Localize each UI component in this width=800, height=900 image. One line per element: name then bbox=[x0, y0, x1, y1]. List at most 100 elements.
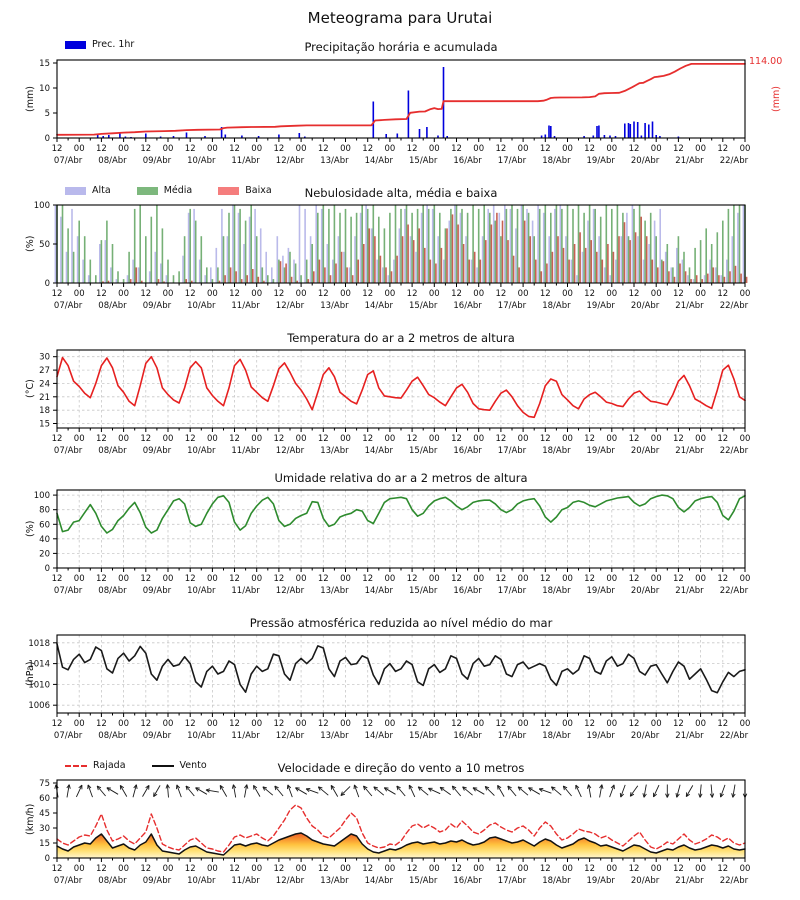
svg-text:10/Abr: 10/Abr bbox=[187, 876, 216, 886]
svg-text:21/Abr: 21/Abr bbox=[675, 586, 704, 596]
svg-text:5: 5 bbox=[45, 109, 50, 119]
svg-text:16/Abr: 16/Abr bbox=[453, 156, 482, 166]
svg-text:00: 00 bbox=[74, 289, 85, 299]
svg-text:12: 12 bbox=[717, 289, 728, 299]
svg-text:18/Abr: 18/Abr bbox=[542, 301, 571, 311]
svg-text:15: 15 bbox=[39, 420, 50, 430]
svg-text:12: 12 bbox=[717, 144, 728, 154]
svg-text:00: 00 bbox=[518, 434, 529, 444]
svg-text:00: 00 bbox=[118, 144, 129, 154]
svg-text:12: 12 bbox=[584, 719, 595, 729]
svg-text:00: 00 bbox=[251, 574, 262, 584]
svg-text:27: 27 bbox=[39, 366, 50, 376]
svg-text:12: 12 bbox=[451, 719, 462, 729]
svg-text:80: 80 bbox=[39, 506, 50, 516]
svg-text:00: 00 bbox=[74, 434, 85, 444]
svg-text:18/Abr: 18/Abr bbox=[542, 731, 571, 741]
svg-text:12: 12 bbox=[717, 719, 728, 729]
svg-text:12/Abr: 12/Abr bbox=[276, 156, 305, 166]
svg-text:15: 15 bbox=[39, 59, 50, 69]
svg-text:00: 00 bbox=[606, 574, 617, 584]
svg-text:12: 12 bbox=[96, 144, 107, 154]
svg-text:00: 00 bbox=[429, 144, 440, 154]
svg-text:1006: 1006 bbox=[28, 701, 50, 711]
svg-text:00: 00 bbox=[695, 574, 706, 584]
svg-text:00: 00 bbox=[606, 289, 617, 299]
svg-text:20/Abr: 20/Abr bbox=[631, 586, 660, 596]
baixa-legend-label: Baixa bbox=[245, 185, 272, 196]
svg-text:12: 12 bbox=[629, 864, 640, 874]
svg-text:00: 00 bbox=[207, 864, 218, 874]
svg-text:00: 00 bbox=[740, 289, 751, 299]
svg-text:12: 12 bbox=[540, 289, 551, 299]
svg-text:12: 12 bbox=[629, 144, 640, 154]
svg-text:12: 12 bbox=[229, 719, 240, 729]
svg-text:12: 12 bbox=[673, 289, 684, 299]
svg-text:12: 12 bbox=[273, 574, 284, 584]
svg-text:12: 12 bbox=[273, 719, 284, 729]
svg-text:20/Abr: 20/Abr bbox=[631, 156, 660, 166]
svg-text:16/Abr: 16/Abr bbox=[453, 586, 482, 596]
svg-text:09/Abr: 09/Abr bbox=[143, 876, 172, 886]
svg-text:00: 00 bbox=[74, 574, 85, 584]
svg-text:09/Abr: 09/Abr bbox=[143, 446, 172, 456]
svg-text:00: 00 bbox=[384, 289, 395, 299]
svg-text:12: 12 bbox=[318, 289, 329, 299]
svg-text:13/Abr: 13/Abr bbox=[320, 731, 349, 741]
svg-text:15/Abr: 15/Abr bbox=[409, 156, 438, 166]
svg-text:12: 12 bbox=[52, 574, 63, 584]
legend-item-prec1hr: Prec. 1hr bbox=[65, 39, 134, 50]
svg-text:0: 0 bbox=[45, 279, 50, 289]
svg-text:12: 12 bbox=[362, 144, 373, 154]
svg-text:00: 00 bbox=[429, 864, 440, 874]
svg-text:09/Abr: 09/Abr bbox=[143, 586, 172, 596]
svg-text:12: 12 bbox=[629, 289, 640, 299]
svg-text:00: 00 bbox=[473, 289, 484, 299]
svg-text:21/Abr: 21/Abr bbox=[675, 876, 704, 886]
svg-text:12: 12 bbox=[362, 864, 373, 874]
svg-text:12: 12 bbox=[407, 864, 418, 874]
svg-text:12: 12 bbox=[451, 864, 462, 874]
svg-text:08/Abr: 08/Abr bbox=[98, 446, 127, 456]
svg-text:12: 12 bbox=[273, 864, 284, 874]
svg-text:14/Abr: 14/Abr bbox=[365, 301, 394, 311]
svg-text:21/Abr: 21/Abr bbox=[675, 731, 704, 741]
svg-text:12: 12 bbox=[407, 144, 418, 154]
svg-text:00: 00 bbox=[384, 144, 395, 154]
svg-text:00: 00 bbox=[473, 574, 484, 584]
svg-text:17/Abr: 17/Abr bbox=[498, 586, 527, 596]
svg-text:08/Abr: 08/Abr bbox=[98, 586, 127, 596]
svg-text:00: 00 bbox=[207, 434, 218, 444]
svg-text:12: 12 bbox=[140, 144, 151, 154]
svg-text:12: 12 bbox=[673, 574, 684, 584]
svg-text:00: 00 bbox=[651, 144, 662, 154]
svg-text:08/Abr: 08/Abr bbox=[98, 156, 127, 166]
svg-text:11/Abr: 11/Abr bbox=[231, 586, 260, 596]
svg-text:00: 00 bbox=[163, 574, 174, 584]
svg-text:11/Abr: 11/Abr bbox=[231, 156, 260, 166]
svg-text:22/Abr: 22/Abr bbox=[720, 876, 749, 886]
svg-text:13/Abr: 13/Abr bbox=[320, 301, 349, 311]
wind-chart: 12 00 12 00 12 00 12 00 12 00 12 00 12 00 12 00 12 00 12 00… bbox=[39, 779, 750, 886]
svg-text:0: 0 bbox=[45, 564, 50, 574]
svg-text:16/Abr: 16/Abr bbox=[453, 876, 482, 886]
precip-ylabel: (mm) bbox=[25, 86, 36, 112]
svg-text:19/Abr: 19/Abr bbox=[587, 156, 616, 166]
svg-text:00: 00 bbox=[606, 864, 617, 874]
svg-text:22/Abr: 22/Abr bbox=[720, 731, 749, 741]
svg-text:11/Abr: 11/Abr bbox=[231, 876, 260, 886]
svg-text:00: 00 bbox=[296, 289, 307, 299]
svg-text:21/Abr: 21/Abr bbox=[675, 301, 704, 311]
svg-text:00: 00 bbox=[340, 144, 351, 154]
svg-text:00: 00 bbox=[651, 434, 662, 444]
svg-text:17/Abr: 17/Abr bbox=[498, 731, 527, 741]
svg-text:08/Abr: 08/Abr bbox=[98, 731, 127, 741]
svg-text:12: 12 bbox=[96, 719, 107, 729]
svg-text:00: 00 bbox=[695, 289, 706, 299]
svg-text:60: 60 bbox=[39, 520, 50, 530]
svg-text:00: 00 bbox=[562, 574, 573, 584]
svg-text:12: 12 bbox=[96, 289, 107, 299]
svg-text:00: 00 bbox=[163, 144, 174, 154]
svg-text:00: 00 bbox=[651, 574, 662, 584]
svg-text:10/Abr: 10/Abr bbox=[187, 156, 216, 166]
